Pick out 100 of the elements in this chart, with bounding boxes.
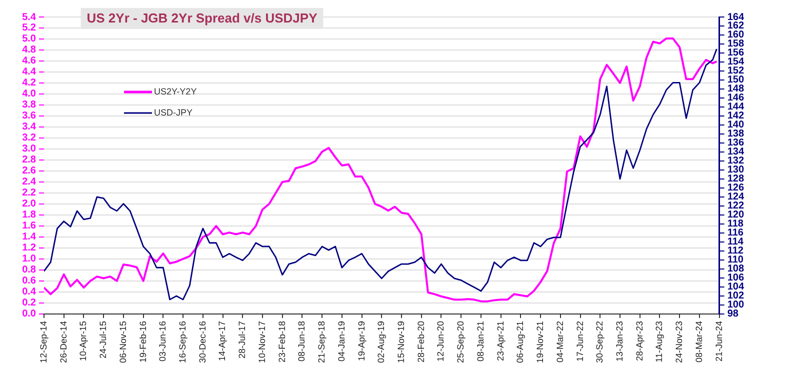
y-tick-label: 1.6: [22, 220, 36, 232]
y-tick-label: 2.0: [22, 198, 36, 210]
x-tick-label: 10-Nov-17: [256, 320, 267, 363]
x-tick-label: 10-Apr-15: [78, 320, 88, 361]
y-tick-label: 4.0: [22, 88, 36, 100]
y-tick-label: 0.6: [22, 276, 36, 287]
y2-tick-label: 132: [727, 156, 744, 167]
y2-tick-label: 110: [727, 254, 744, 266]
x-tick-label: 13-Jan-23: [614, 320, 624, 362]
y2-tick-label: 138: [727, 128, 744, 140]
x-tick-label: 14-Apr-17: [217, 320, 228, 361]
x-tick-label: 23-Feb-18: [276, 320, 287, 362]
y-tick-label: 0.0: [22, 308, 36, 320]
x-tick-label: 19-Nov-21: [535, 320, 546, 363]
x-tick-label: 08-Jun-18: [296, 320, 307, 362]
y2-tick-label: 130: [727, 164, 744, 176]
x-tick-label: 16-Sep-16: [178, 320, 188, 363]
y-tick-label: 3.8: [22, 100, 36, 111]
y-tick-label: 4.8: [22, 44, 36, 56]
y2-tick-label: 114: [727, 236, 744, 248]
y-tick-label: 0.2: [22, 298, 36, 309]
x-tick-label: 04-Jan-19: [336, 320, 346, 362]
x-tick-label: 06-Nov-15: [118, 320, 128, 363]
y2-tick-label: 136: [727, 138, 744, 149]
y-tick-label: 4.2: [22, 78, 36, 89]
y-tick-label: 0.4: [22, 286, 36, 298]
x-tick-label: 03-Jun-16: [158, 320, 168, 362]
legend-label: US2Y-Y2Y: [154, 86, 197, 96]
y2-tick-label: 154: [727, 56, 744, 68]
y2-tick-label: 142: [727, 110, 744, 122]
x-tick-label: 24-Nov-23: [674, 320, 684, 363]
y-tick-label: 5.0: [22, 34, 36, 45]
x-tick-label: 02-Aug-19: [376, 320, 386, 363]
x-tick-label: 21-Jun-24: [714, 320, 724, 362]
y2-tick-label: 120: [727, 210, 744, 221]
y2-tick-label: 118: [727, 218, 744, 230]
y2-tick-label: 164: [727, 12, 744, 23]
y2-tick-label: 128: [727, 174, 744, 185]
x-tick-label: 23-Apr-21: [495, 320, 506, 361]
y-tick-label: 1.2: [22, 242, 36, 254]
x-tick-label: 30-Dec-16: [197, 320, 208, 363]
y2-tick-label: 162: [727, 20, 744, 32]
x-tick-label: 19-Apr-19: [356, 320, 366, 361]
y-tick-label: 4.6: [22, 56, 36, 67]
y2-tick-label: 148: [727, 84, 744, 95]
y-tick-label: 2.6: [22, 166, 36, 177]
y-tick-label: 4.4: [22, 66, 36, 78]
y-tick-label: 1.0: [22, 254, 36, 265]
y-tick-label: 5.2: [22, 22, 36, 34]
x-tick-label: 08-Jan-21: [475, 320, 486, 362]
y-tick-label: 3.6: [22, 110, 36, 122]
y-tick-label: 0.8: [22, 264, 36, 276]
y-tick-label: 5.4: [22, 12, 36, 23]
y-tick-label: 3.0: [22, 144, 36, 155]
x-tick-label: 30-Sep-22: [594, 320, 605, 363]
x-tick-label: 21-Sep-18: [316, 320, 327, 363]
x-tick-label: 17-Jun-22: [574, 320, 585, 362]
y2-tick-label: 106: [727, 272, 744, 284]
y2-tick-label: 124: [727, 192, 744, 203]
y2-tick-label: 126: [727, 182, 744, 194]
y2-tick-label: 112: [727, 246, 744, 257]
y2-tick-label: 160: [727, 30, 744, 41]
y-tick-label: 3.4: [22, 122, 36, 133]
x-tick-label: 15-Nov-19: [396, 320, 406, 363]
x-tick-label: 04-Mar-22: [554, 320, 565, 362]
y2-tick-label: 140: [727, 120, 744, 131]
x-tick-label: 28-Feb-20: [416, 320, 426, 362]
y2-tick-label: 158: [727, 38, 744, 50]
y2-tick-label: 134: [727, 146, 744, 158]
y2-tick-label: 144: [727, 102, 744, 113]
y2-tick-label: 116: [727, 228, 744, 239]
y-tick-label: 3.2: [22, 132, 36, 144]
x-tick-label: 12-Sep-14: [38, 320, 48, 363]
y2-tick-label: 104: [727, 282, 744, 293]
y2-tick-label: 102: [727, 290, 744, 302]
y2-tick-label: 152: [727, 66, 744, 77]
y-tick-label: 2.8: [22, 154, 36, 166]
y-tick-label: 2.2: [22, 188, 36, 199]
y2-tick-label: 150: [727, 74, 744, 86]
y2-tick-label: 146: [727, 92, 744, 104]
y-tick-label: 1.4: [22, 232, 36, 243]
x-tick-label: 25-Sep-20: [456, 320, 466, 363]
legend-label: USD-JPY: [154, 107, 193, 118]
x-tick-label: 24-Jul-15: [98, 320, 108, 358]
y2-tick-label: 100: [727, 300, 744, 311]
x-tick-label: 19-Feb-16: [138, 320, 148, 362]
y-tick-label: 2.4: [22, 176, 36, 188]
x-tick-label: 12-Jun-20: [436, 320, 446, 362]
x-tick-label: 08-Mar-24: [694, 320, 704, 362]
x-tick-label: 26-Dec-14: [58, 320, 68, 363]
x-tick-label: 28-Jul-17: [237, 320, 248, 358]
y2-tick-label: 156: [727, 48, 744, 59]
y-tick-label: 1.8: [22, 210, 36, 221]
x-tick-label: 28-Apr-23: [634, 320, 644, 361]
y2-tick-label: 122: [727, 200, 744, 212]
y2-tick-label: 98: [727, 308, 739, 320]
y2-tick-label: 108: [727, 264, 744, 275]
x-tick-label: 11-Aug-23: [654, 320, 664, 362]
chart-title: US 2Yr - JGB 2Yr Spread v/s USDJPY: [86, 10, 318, 26]
x-tick-label: 06-Aug-21: [515, 320, 526, 363]
